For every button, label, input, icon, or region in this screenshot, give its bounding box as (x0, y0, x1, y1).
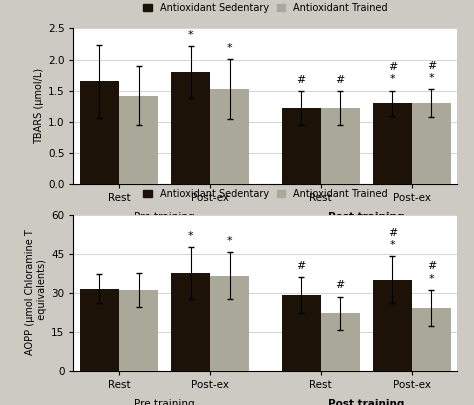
Text: *: * (428, 274, 434, 284)
Text: Pre training: Pre training (134, 399, 195, 405)
Bar (80, 289, 119, 371)
Text: *: * (188, 30, 193, 40)
Y-axis label: TBARS (µmol/L): TBARS (µmol/L) (34, 68, 44, 144)
Text: #: # (427, 261, 436, 271)
Text: *: * (227, 236, 232, 246)
Bar (373, 103, 412, 184)
Text: Pre training: Pre training (134, 212, 195, 222)
Text: #: # (336, 75, 345, 85)
Bar (321, 313, 360, 371)
Bar (412, 308, 451, 371)
Bar (210, 89, 249, 184)
Bar (373, 279, 412, 371)
Text: *: * (390, 75, 395, 85)
Bar (171, 72, 210, 184)
Bar (282, 108, 321, 184)
Text: *: * (188, 231, 193, 241)
Text: #: # (427, 61, 436, 71)
Bar (321, 108, 360, 184)
Text: #: # (336, 280, 345, 290)
Text: #: # (297, 261, 306, 271)
Text: #: # (388, 228, 397, 237)
Bar (119, 290, 158, 371)
Y-axis label: AOPP (µmol Chloramine T
  equivalents): AOPP (µmol Chloramine T equivalents) (26, 230, 47, 356)
Bar (171, 273, 210, 371)
Text: #: # (388, 62, 397, 72)
Legend: Antioxidant Sedentary, Antioxidant Trained: Antioxidant Sedentary, Antioxidant Train… (139, 185, 392, 203)
Bar (210, 276, 249, 371)
Text: Post training: Post training (328, 399, 404, 405)
Legend: Antioxidant Sedentary, Antioxidant Trained: Antioxidant Sedentary, Antioxidant Train… (139, 0, 392, 17)
Bar (412, 103, 451, 184)
Bar (80, 81, 119, 184)
Bar (282, 295, 321, 371)
Text: #: # (297, 75, 306, 85)
Text: Post training: Post training (328, 212, 404, 222)
Bar (119, 96, 158, 184)
Text: *: * (227, 43, 232, 53)
Text: *: * (428, 73, 434, 83)
Text: *: * (390, 240, 395, 250)
